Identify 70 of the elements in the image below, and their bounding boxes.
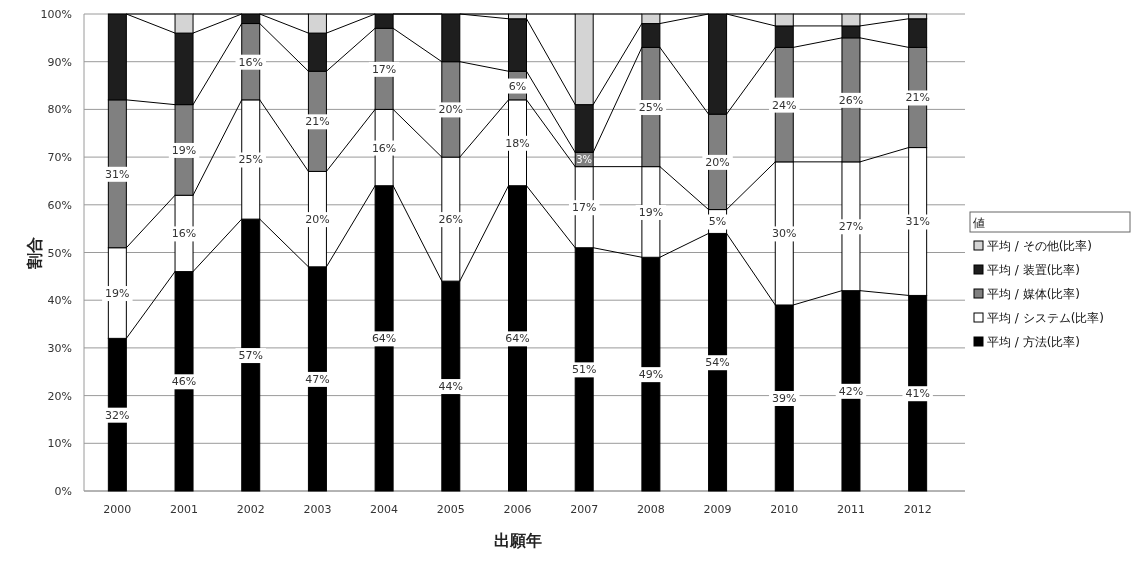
data-label: 31%: [905, 215, 930, 229]
data-label: 26%: [438, 213, 464, 227]
x-tick-label: 2012: [903, 503, 932, 516]
data-label: 3%: [576, 154, 593, 166]
x-tick-label: 2003: [303, 503, 332, 516]
y-tick-label: 90%: [47, 55, 72, 69]
x-tick-label: 2005: [436, 503, 465, 516]
data-label: 46%: [171, 375, 197, 389]
data-label: 16%: [371, 141, 397, 155]
x-tick-label: 2009: [703, 503, 732, 516]
y-tick-label: 60%: [47, 198, 72, 212]
y-tick-label: 70%: [47, 151, 72, 165]
x-tick-label: 2006: [503, 503, 532, 516]
data-label: 17%: [371, 62, 397, 76]
legend-label: 平均 / 装置(比率): [987, 263, 1081, 277]
data-label: 16%: [238, 55, 263, 69]
data-label: 25%: [238, 153, 263, 167]
y-tick-label: 40%: [47, 294, 72, 308]
legend-label: 平均 / その他(比率): [987, 239, 1093, 253]
x-tick-label: 2010: [770, 503, 799, 516]
data-label: 64%: [371, 332, 397, 346]
data-label: 6%: [508, 79, 527, 93]
y-tick-label: 0%: [54, 485, 72, 498]
data-label: 39%: [772, 391, 797, 405]
x-tick-label: 2007: [570, 503, 599, 516]
legend-title: 値: [973, 216, 985, 230]
data-label: 19%: [638, 205, 664, 219]
x-tick-label: 2004: [370, 503, 399, 516]
data-label: 64%: [505, 332, 530, 346]
data-label: 51%: [571, 363, 597, 377]
x-tick-label: 2008: [636, 503, 665, 516]
data-label: 25%: [638, 101, 664, 115]
data-label: 24%: [772, 98, 797, 112]
legend-label: 平均 / 方法(比率): [987, 335, 1081, 349]
data-label: 21%: [305, 115, 330, 129]
data-label: 21%: [905, 91, 930, 105]
data-label: 30%: [772, 227, 797, 241]
x-axis-title: 出願年: [493, 531, 542, 550]
data-label: 20%: [438, 103, 464, 117]
y-tick-label: 80%: [47, 103, 72, 117]
data-label: 57%: [238, 349, 263, 363]
data-label: 42%: [838, 384, 864, 398]
data-label: 17%: [571, 201, 597, 215]
data-label: 44%: [438, 380, 464, 394]
data-label: 54%: [705, 356, 730, 370]
data-label: 19%: [171, 143, 197, 157]
y-tick-label: 30%: [47, 341, 72, 355]
y-tick-label: 50%: [47, 246, 72, 260]
data-label: 20%: [305, 213, 330, 227]
x-tick-label: 2001: [170, 503, 199, 516]
y-tick-label: 10%: [47, 437, 72, 451]
data-label: 26%: [838, 93, 864, 107]
data-label: 19%: [105, 287, 130, 301]
data-label: 20%: [705, 155, 730, 169]
data-label: 31%: [105, 167, 130, 181]
data-label: 47%: [305, 372, 330, 386]
x-tick-label: 2002: [236, 503, 265, 516]
legend-label: 平均 / 媒体(比率): [987, 287, 1081, 301]
legend-label: 平均 / システム(比率): [987, 311, 1105, 325]
x-tick-label: 2011: [836, 503, 865, 516]
y-tick-label: 20%: [47, 389, 72, 403]
data-label: 41%: [905, 387, 930, 401]
data-label: 18%: [505, 136, 530, 150]
y-axis-title: 割合: [25, 236, 44, 270]
y-tick-label: 100%: [40, 8, 72, 21]
x-tick-label: 2000: [103, 503, 132, 516]
data-label: 49%: [638, 368, 664, 382]
data-label: 16%: [171, 227, 197, 241]
data-label: 32%: [105, 408, 130, 422]
data-label: 27%: [838, 220, 864, 234]
